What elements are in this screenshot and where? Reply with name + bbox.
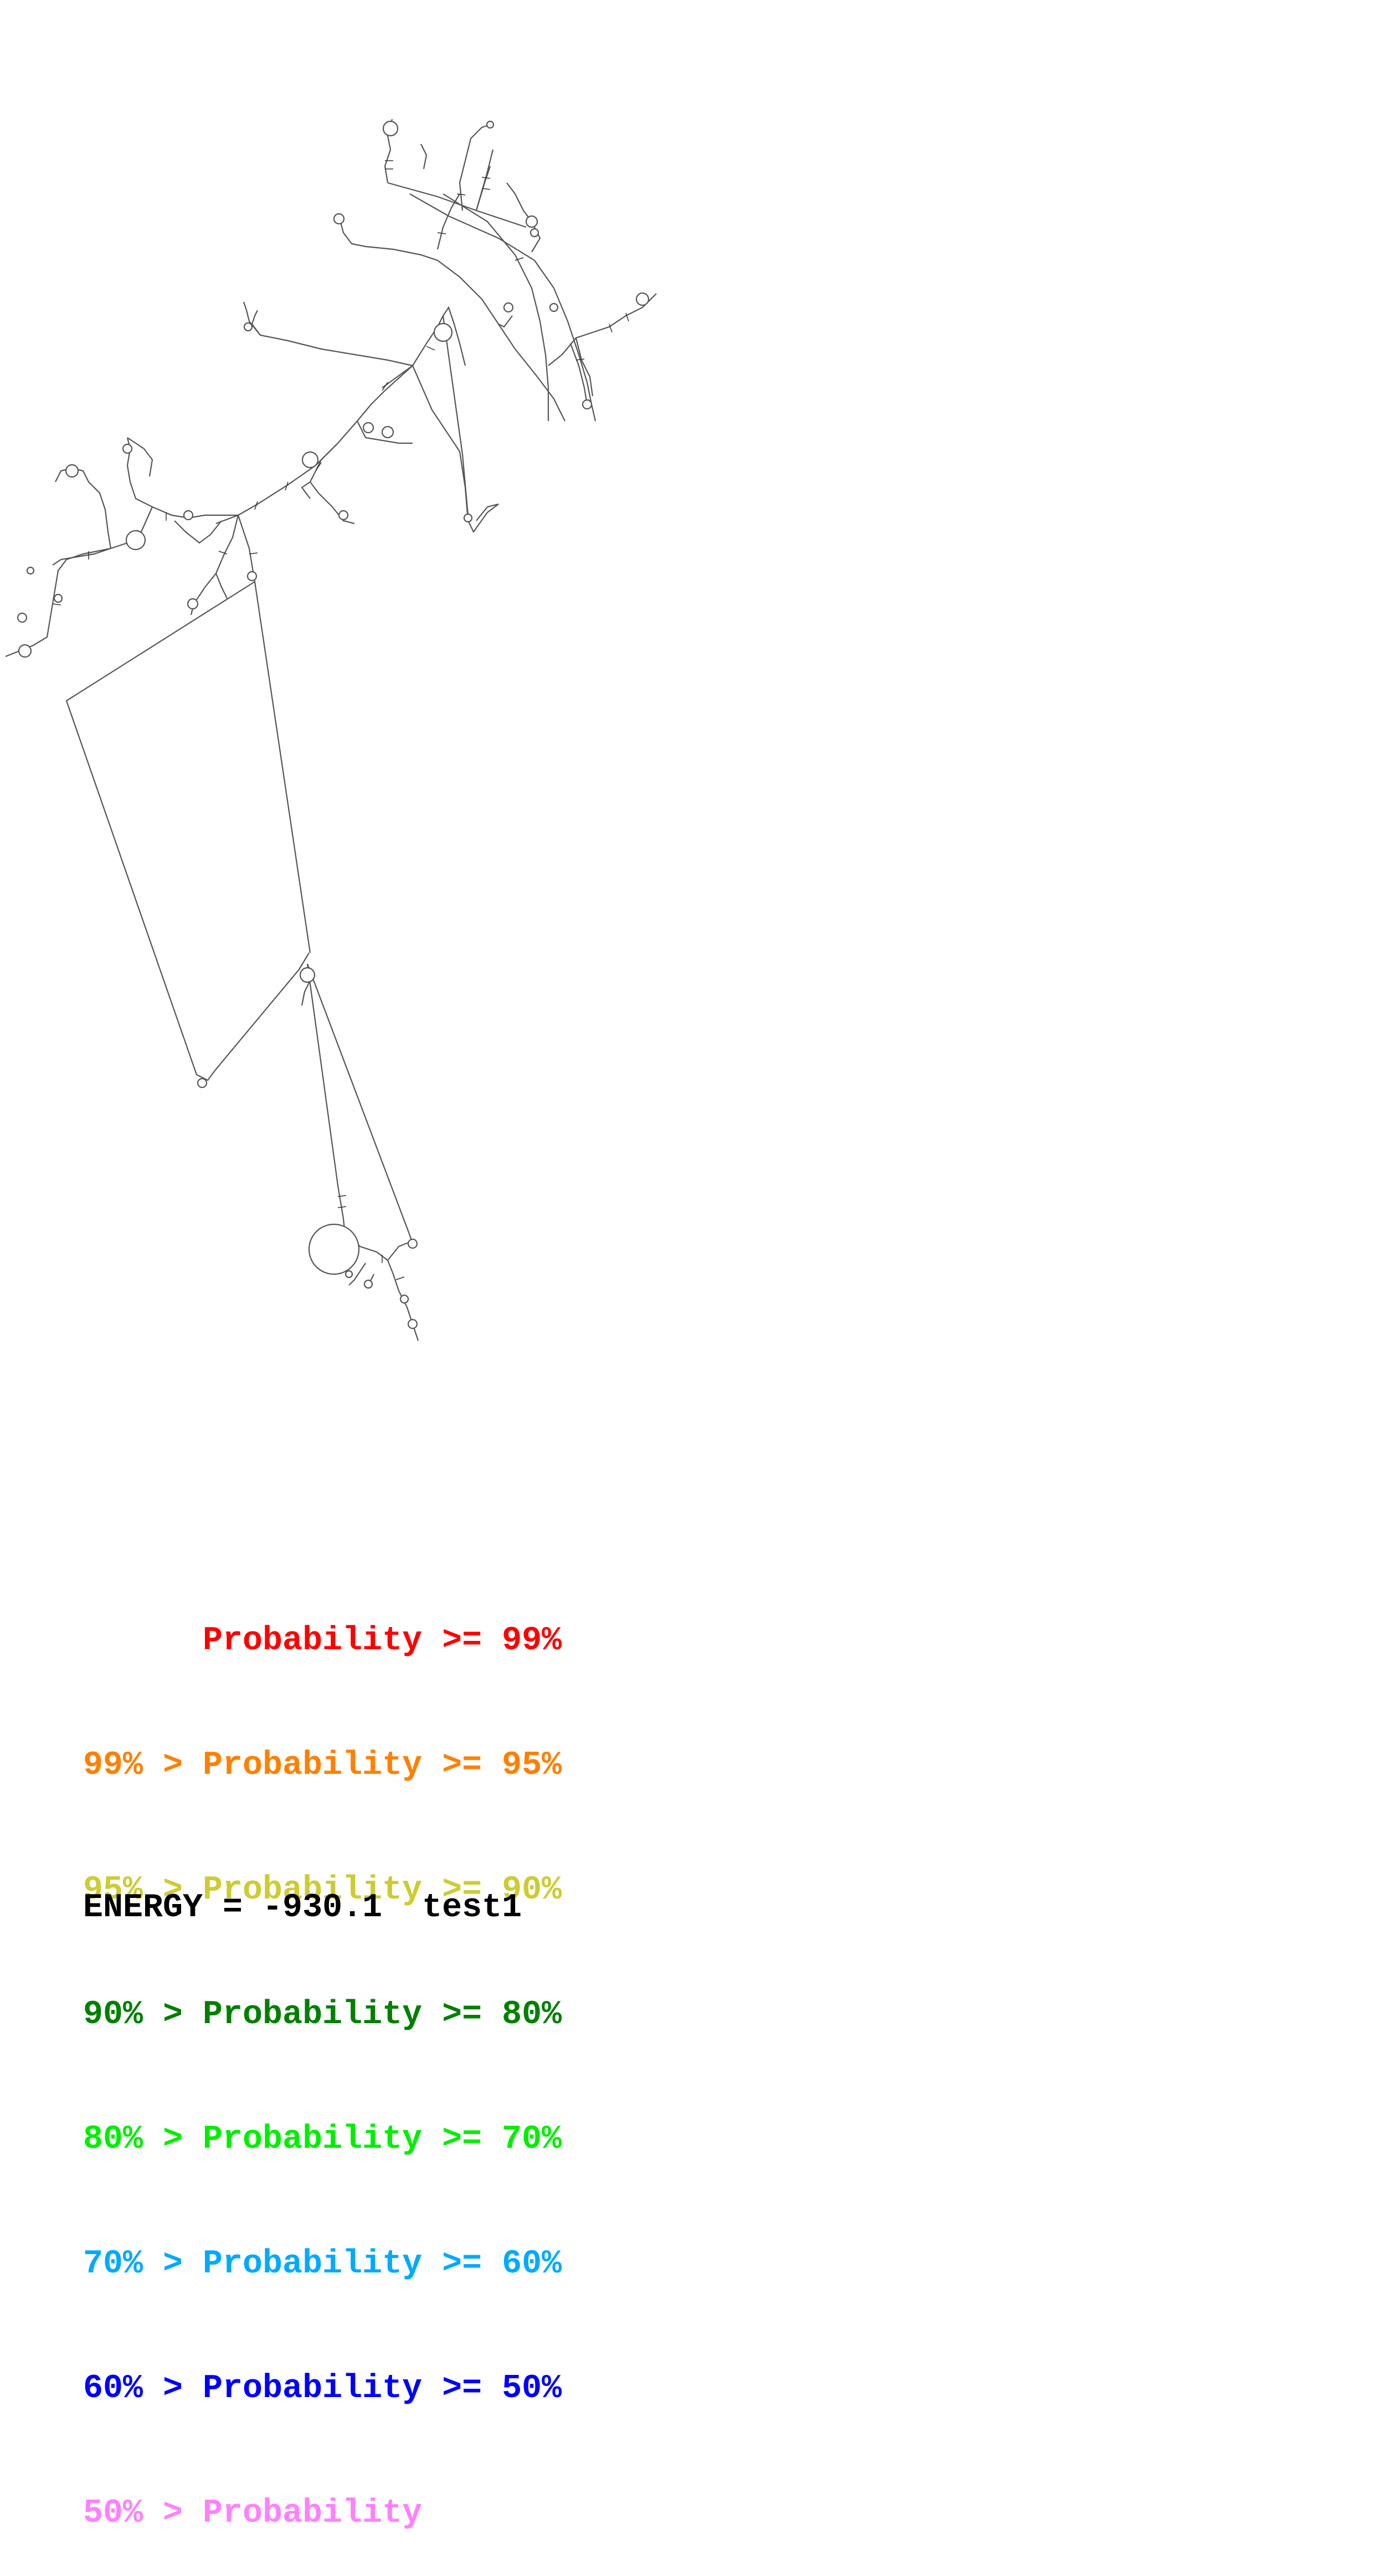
base-pair-ticks [52, 160, 629, 1280]
legend-row-70: 80% > Probability >= 70% [83, 2121, 562, 2158]
legend-row-99: Probability >= 99% [83, 1622, 562, 1660]
rna-secondary-structure [5, 119, 657, 1341]
energy-label: ENERGY = -930.1 test1 [83, 1889, 522, 1927]
legend-row-80: 90% > Probability >= 80% [83, 1996, 562, 2034]
legend-row-90: 95% > Probability >= 90% [83, 1871, 562, 1909]
backbone [5, 119, 657, 1341]
legend-row-below-50: 50% > Probability [83, 2495, 423, 2532]
legend-row-50: 60% > Probability >= 50% [83, 2370, 562, 2408]
loops [17, 120, 650, 1330]
probability-legend: Probability >= 99% 99% > Probability >= … [83, 1537, 562, 2576]
legend-row-95: 99% > Probability >= 95% [83, 1747, 562, 1784]
legend-row-60: 70% > Probability >= 60% [83, 2245, 562, 2283]
